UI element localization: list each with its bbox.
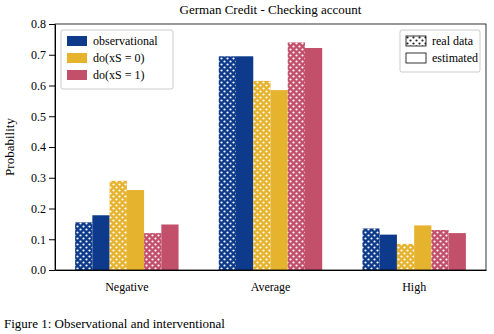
pattern-legend: real data estimated bbox=[400, 30, 480, 72]
x-tick: Average bbox=[251, 270, 291, 294]
y-tick-label: 0.0 bbox=[31, 263, 46, 277]
bar-real bbox=[397, 244, 414, 270]
bar-estimated bbox=[161, 224, 178, 270]
y-tick-mark bbox=[49, 239, 55, 240]
y-tick-label: 0.7 bbox=[31, 48, 46, 62]
y-tick-label: 0.2 bbox=[31, 202, 46, 216]
bar-estimated bbox=[271, 90, 288, 270]
y-tick: 0.5 bbox=[31, 110, 55, 124]
y-tick: 0.6 bbox=[31, 79, 55, 93]
bar-estimated bbox=[449, 233, 466, 270]
legend-swatch bbox=[67, 36, 87, 46]
legend-label: do(xS = 0) bbox=[93, 51, 144, 65]
bar-real bbox=[110, 181, 127, 270]
y-tick: 0.7 bbox=[31, 48, 55, 62]
bar-real bbox=[219, 56, 236, 270]
legend: observational do(xS = 0) do(xS = 1) bbox=[61, 30, 173, 89]
x-tick-label: Average bbox=[251, 280, 291, 294]
y-tick-mark bbox=[49, 209, 55, 210]
bar-estimated bbox=[305, 48, 322, 270]
bar-real bbox=[288, 42, 305, 270]
bar-real bbox=[144, 233, 161, 270]
y-tick: 0.4 bbox=[31, 140, 55, 154]
y-axis-line bbox=[55, 25, 56, 271]
y-tick-mark bbox=[49, 55, 55, 56]
caption: Figure 1: Observational and intervention… bbox=[4, 316, 225, 331]
bar-estimated bbox=[414, 225, 431, 270]
y-tick-mark bbox=[49, 178, 55, 179]
y-tick-mark bbox=[49, 147, 55, 148]
x-tick-label: High bbox=[402, 280, 426, 294]
bar-estimated bbox=[127, 190, 144, 270]
y-tick-label: 0.5 bbox=[31, 110, 46, 124]
y-tick-label: 0.6 bbox=[31, 79, 46, 93]
y-tick-label: 0.3 bbox=[31, 171, 46, 185]
x-axis-line bbox=[56, 270, 487, 271]
y-tick-mark bbox=[49, 86, 55, 87]
legend-swatch bbox=[406, 36, 426, 46]
bar-estimated bbox=[380, 235, 397, 270]
legend-label: real data bbox=[432, 34, 474, 48]
y-tick-mark bbox=[49, 116, 55, 117]
x-tick: High bbox=[402, 270, 426, 294]
y-tick-mark bbox=[49, 24, 55, 25]
x-tick: Negative bbox=[105, 270, 148, 294]
title: German Credit - Checking account bbox=[180, 2, 362, 17]
plot: 0.0 0.1 0.2 0.3 0.4 0.5 0.6 0.7 0.8 Negative Avera… bbox=[31, 17, 487, 293]
bar-estimated bbox=[92, 215, 109, 270]
bar-real bbox=[253, 81, 270, 270]
legend-box bbox=[400, 30, 480, 72]
y-tick-mark bbox=[49, 270, 55, 271]
bars bbox=[75, 42, 466, 270]
legend-swatch bbox=[406, 53, 426, 63]
y-tick-label: 0.1 bbox=[31, 233, 46, 247]
y-tick-label: 0.4 bbox=[31, 140, 46, 154]
bar-real bbox=[75, 222, 92, 270]
y-tick: 0.1 bbox=[31, 233, 55, 247]
legend-label: do(xS = 1) bbox=[93, 68, 144, 82]
y-tick: 0.8 bbox=[31, 17, 55, 31]
frame bbox=[55, 24, 486, 270]
legend-swatch bbox=[67, 53, 87, 63]
y-axis: 0.0 0.1 0.2 0.3 0.4 0.5 0.6 0.7 0.8 bbox=[31, 17, 56, 277]
legend-box bbox=[61, 30, 173, 89]
y-label: Probability bbox=[2, 118, 17, 176]
y-tick: 0.3 bbox=[31, 171, 55, 185]
y-tick: 0.2 bbox=[31, 202, 55, 216]
bar-real bbox=[431, 230, 448, 270]
y-tick: 0.0 bbox=[31, 263, 55, 277]
bar-estimated bbox=[236, 56, 253, 270]
legend-label: observational bbox=[93, 34, 158, 48]
x-axis: Negative Average High bbox=[56, 270, 487, 294]
x-tick-label: Negative bbox=[105, 280, 148, 294]
legend-label: estimated bbox=[432, 51, 478, 65]
chart: 0.0 0.1 0.2 0.3 0.4 0.5 0.6 0.7 0.8 Negative Avera… bbox=[0, 0, 494, 334]
y-tick-label: 0.8 bbox=[31, 17, 46, 31]
legend-swatch bbox=[67, 70, 87, 80]
bar-real bbox=[362, 228, 379, 270]
